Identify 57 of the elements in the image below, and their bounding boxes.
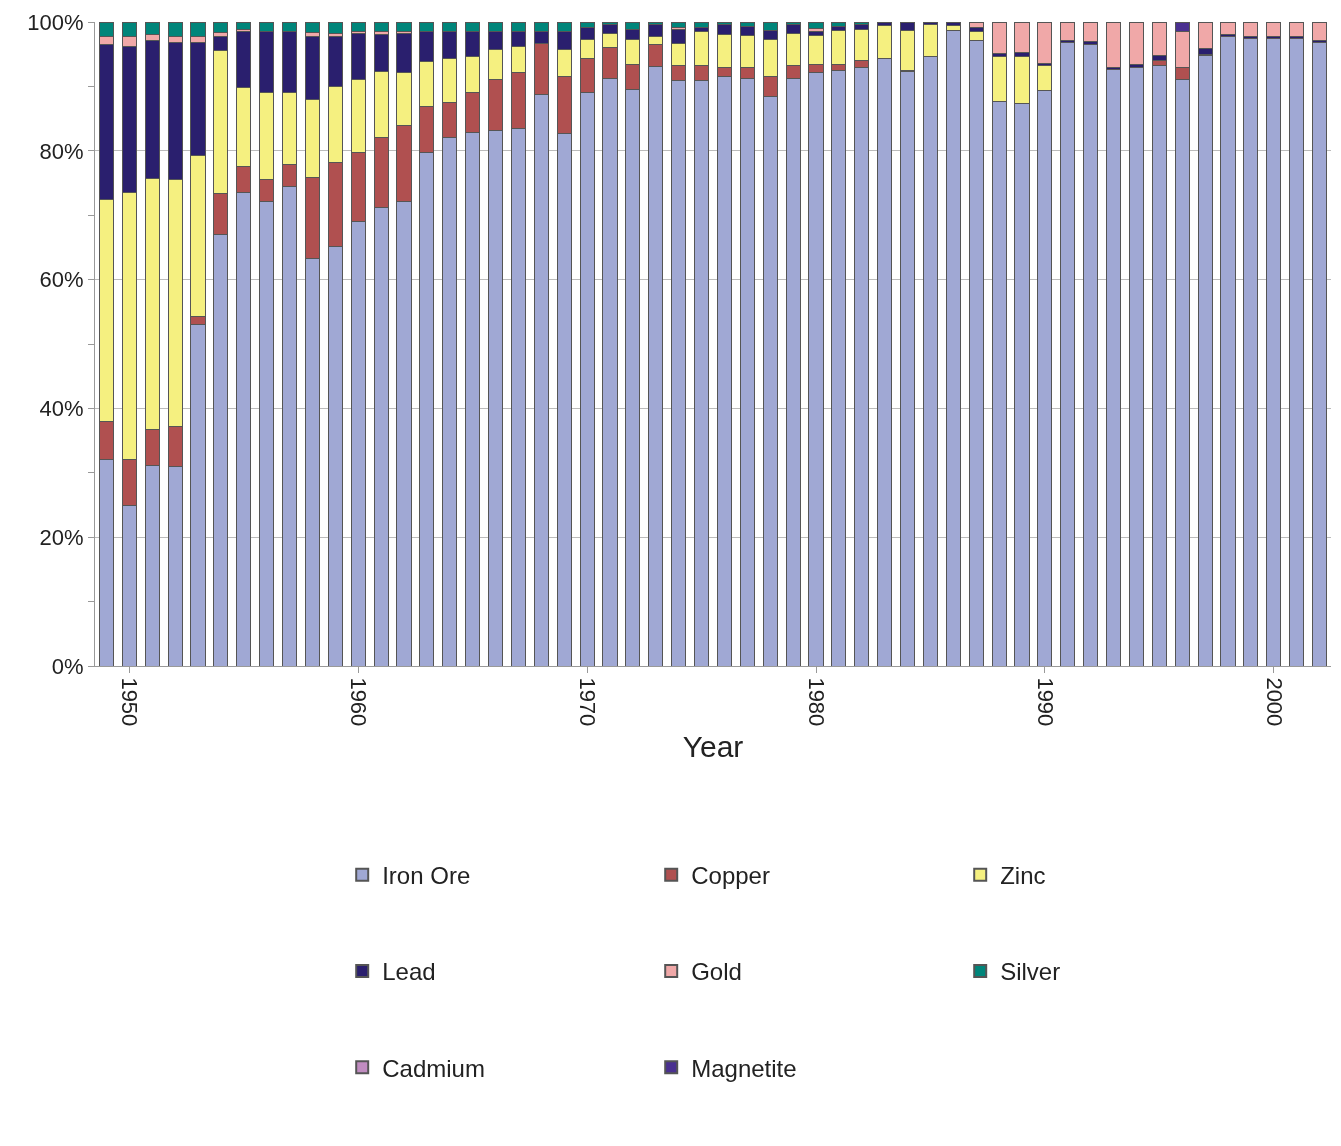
y-tick-label: 40%	[39, 396, 84, 422]
x-tick-label: 1970	[574, 677, 600, 727]
legend-label: Copper	[691, 862, 770, 890]
legend-label: Zinc	[1000, 862, 1046, 890]
bar	[1266, 22, 1282, 37]
bar	[1220, 22, 1236, 35]
bar	[693, 22, 710, 28]
y-tick-label: 80%	[39, 138, 84, 164]
bar	[1083, 44, 1099, 666]
legend-label: Gold	[691, 958, 742, 986]
bar	[671, 22, 687, 29]
y-tick-label: 20%	[39, 524, 84, 550]
y-tick-label: 100%	[27, 9, 84, 35]
x-tick-label: 1960	[346, 677, 372, 727]
bar	[1105, 22, 1122, 68]
bar	[1060, 42, 1076, 666]
bar	[1311, 42, 1328, 666]
legend-label: Magnetite	[691, 1054, 797, 1082]
legend-label: Cadmium	[382, 1054, 485, 1082]
bar	[831, 22, 847, 28]
bar	[350, 22, 366, 33]
bar	[304, 22, 321, 34]
bar	[1289, 22, 1305, 37]
bar	[854, 22, 870, 26]
bar	[1060, 22, 1076, 41]
legend-label: Silver	[1000, 958, 1061, 986]
bar	[373, 22, 389, 33]
bar	[1311, 22, 1328, 41]
bar	[327, 22, 343, 35]
bar	[968, 22, 984, 29]
bar	[1243, 22, 1259, 37]
bar	[1220, 36, 1236, 666]
bar	[945, 29, 961, 666]
bar	[236, 22, 252, 31]
bar	[1243, 38, 1259, 666]
bar	[1289, 38, 1305, 666]
bar	[991, 22, 1007, 55]
bar	[1128, 66, 1145, 666]
bar	[1014, 22, 1030, 54]
bar	[1083, 22, 1099, 43]
x-tick-label: 1950	[117, 677, 143, 727]
y-tick-label: 0%	[51, 653, 84, 679]
bar	[1105, 69, 1122, 666]
bar	[213, 22, 229, 34]
bar	[1151, 65, 1167, 666]
bar	[396, 22, 412, 33]
bar	[1266, 38, 1282, 666]
legend-label: Iron Ore	[382, 862, 471, 890]
x-axis-title: Year	[682, 729, 744, 763]
legend-label: Lead	[382, 958, 436, 986]
bar	[1037, 22, 1053, 64]
y-tick-label: 60%	[39, 267, 84, 293]
x-tick-label: 1980	[803, 677, 829, 727]
x-tick-label: 2000	[1261, 677, 1287, 727]
x-tick-label: 1990	[1032, 677, 1058, 727]
bar	[1128, 22, 1145, 65]
bar	[808, 22, 824, 29]
